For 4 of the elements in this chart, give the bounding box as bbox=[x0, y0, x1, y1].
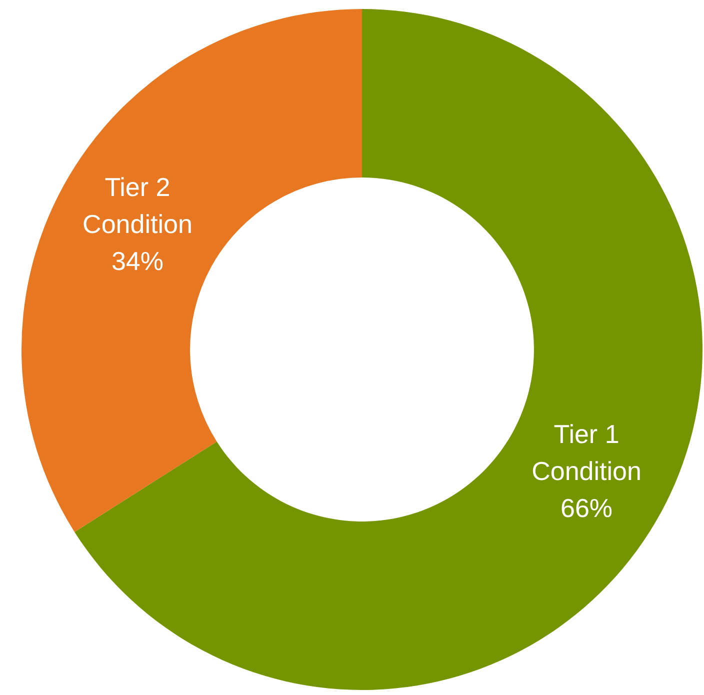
data-label: 34% bbox=[111, 246, 164, 276]
slice-label: Tier 1 Condition bbox=[532, 419, 642, 486]
slice-label: Tier 2 Condition bbox=[82, 172, 192, 240]
data-label: 66% bbox=[560, 493, 613, 524]
